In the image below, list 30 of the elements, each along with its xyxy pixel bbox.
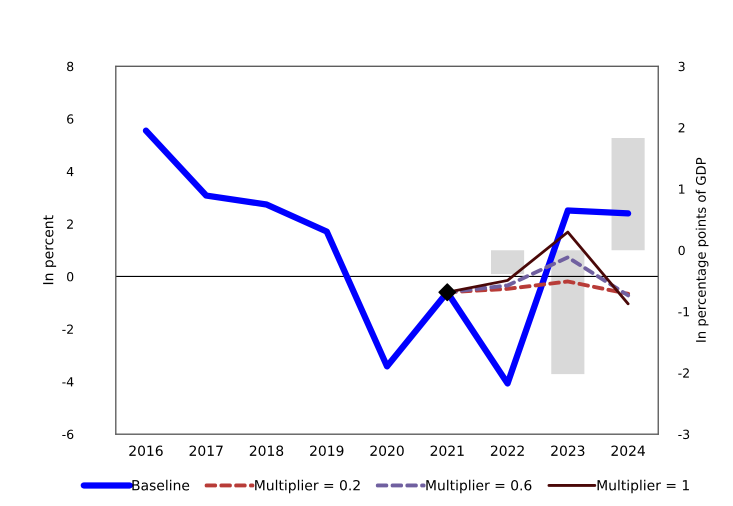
x-tick-label: 2017 [190,446,223,456]
x-tick-label: 2020 [370,446,404,456]
legend-label: Multiplier = 0.2 [255,480,360,494]
y2-tick-label: -2 [678,368,689,378]
x-tick-label: 2021 [430,446,464,456]
y-tick-label: -4 [62,377,74,386]
x-tick-label: 2018 [250,446,284,456]
y-tick-label: 6 [67,114,74,124]
y-tick-label: -2 [62,324,73,334]
y-tick-label: -6 [62,430,74,440]
y2-tick-label: -3 [678,430,690,440]
legend-label: Multiplier = 1 [598,480,689,494]
y2-tick-label: 1 [679,184,684,194]
x-tick-label: 2024 [611,446,645,456]
y-tick-label: 0 [67,272,74,282]
y2-tick-label: 3 [678,62,685,72]
legend-label: Multiplier = 0.6 [426,480,532,494]
y2-tick-label: 0 [678,246,685,256]
y-tick-label: 8 [67,62,74,72]
x-tick-label: 2019 [310,446,344,456]
x-tick-label: 2023 [551,446,584,456]
y2-tick-label: -1 [678,307,689,316]
x-tick-label: 2022 [490,446,524,456]
y-tick-label: 4 [66,167,74,176]
y-tick-label: 2 [67,219,73,229]
y2-axis-title: In percentage points of GDP [696,158,708,342]
x-tick-label: 2016 [129,446,163,456]
y-axis-title: In percent [43,215,56,284]
y2-tick-label: 2 [678,123,684,132]
legend-label: Baseline [132,480,190,491]
